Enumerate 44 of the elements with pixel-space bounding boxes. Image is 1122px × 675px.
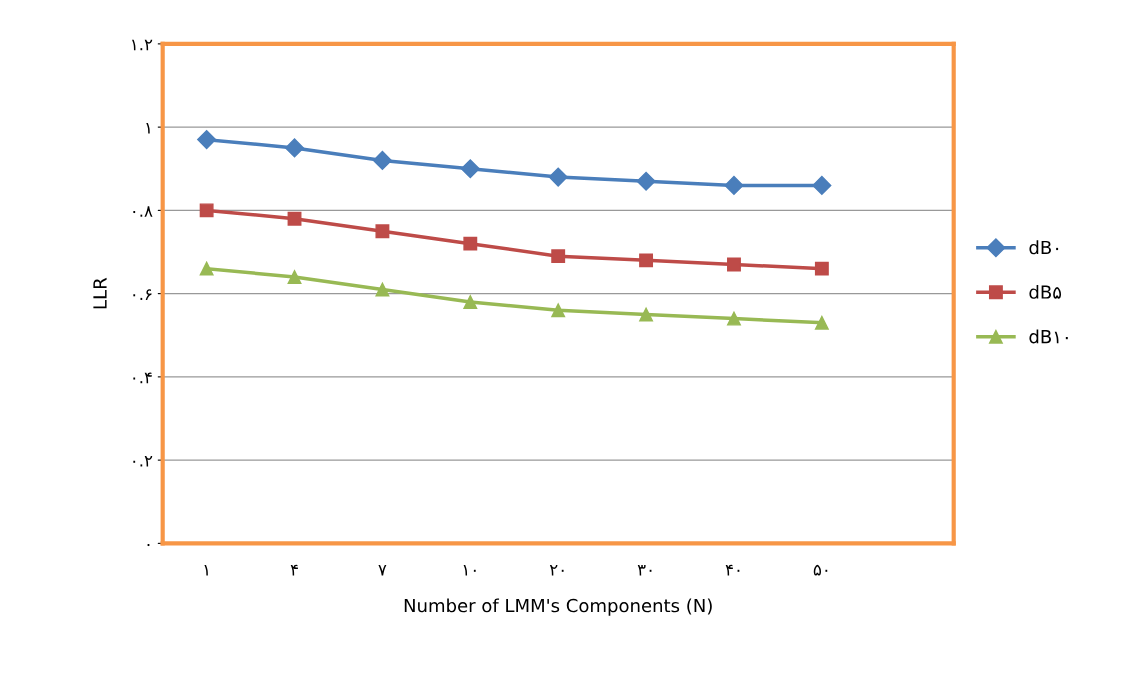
point bbox=[727, 311, 741, 326]
point bbox=[372, 150, 392, 170]
legend-label: dB۵ bbox=[1029, 284, 1062, 299]
legend-label: dB۰ bbox=[1029, 240, 1059, 255]
x-tick-label: ۵۰ bbox=[813, 564, 828, 576]
point bbox=[548, 167, 568, 187]
point bbox=[460, 159, 480, 179]
point bbox=[639, 307, 654, 322]
y-tick-label: ۰.۲ bbox=[133, 455, 153, 467]
point bbox=[551, 303, 566, 318]
point bbox=[287, 211, 302, 226]
point bbox=[199, 261, 214, 276]
point bbox=[375, 282, 390, 297]
legend-label: dB۱۰ bbox=[1029, 329, 1068, 344]
point bbox=[284, 138, 305, 158]
point bbox=[463, 236, 478, 251]
point bbox=[551, 249, 566, 264]
x-tick-label: ۳۰ bbox=[637, 564, 652, 576]
point bbox=[199, 203, 214, 218]
y-tick-label: ۱ bbox=[146, 122, 150, 134]
point bbox=[814, 261, 829, 276]
y-tick-label: ۰.۸ bbox=[133, 206, 153, 217]
point bbox=[724, 175, 744, 195]
x-tick-label: ۴۰ bbox=[725, 564, 740, 576]
x-tick-label: ۷ bbox=[378, 564, 387, 576]
point bbox=[287, 270, 302, 284]
y-tick-label: ۰ bbox=[147, 544, 150, 547]
point bbox=[814, 315, 829, 330]
x-axis-title: Number of LMM's Components (N) bbox=[404, 598, 712, 616]
x-tick-label: ۲۰ bbox=[549, 564, 564, 576]
point bbox=[727, 257, 741, 272]
y-tick-label: ۱.۲ bbox=[132, 39, 153, 51]
x-tick-label: ۱ bbox=[204, 564, 208, 576]
point bbox=[197, 130, 217, 150]
point bbox=[375, 224, 390, 239]
y-tick-label: ۰.۴ bbox=[133, 372, 152, 384]
y-tick-label: ۰.۶ bbox=[133, 289, 152, 300]
point bbox=[639, 253, 654, 268]
point bbox=[636, 171, 656, 191]
point bbox=[463, 295, 478, 309]
x-tick-label: ۱۰ bbox=[463, 564, 476, 576]
point bbox=[812, 175, 832, 195]
x-tick-label: ۴ bbox=[290, 564, 298, 576]
y-axis-title: LLR bbox=[93, 277, 107, 309]
